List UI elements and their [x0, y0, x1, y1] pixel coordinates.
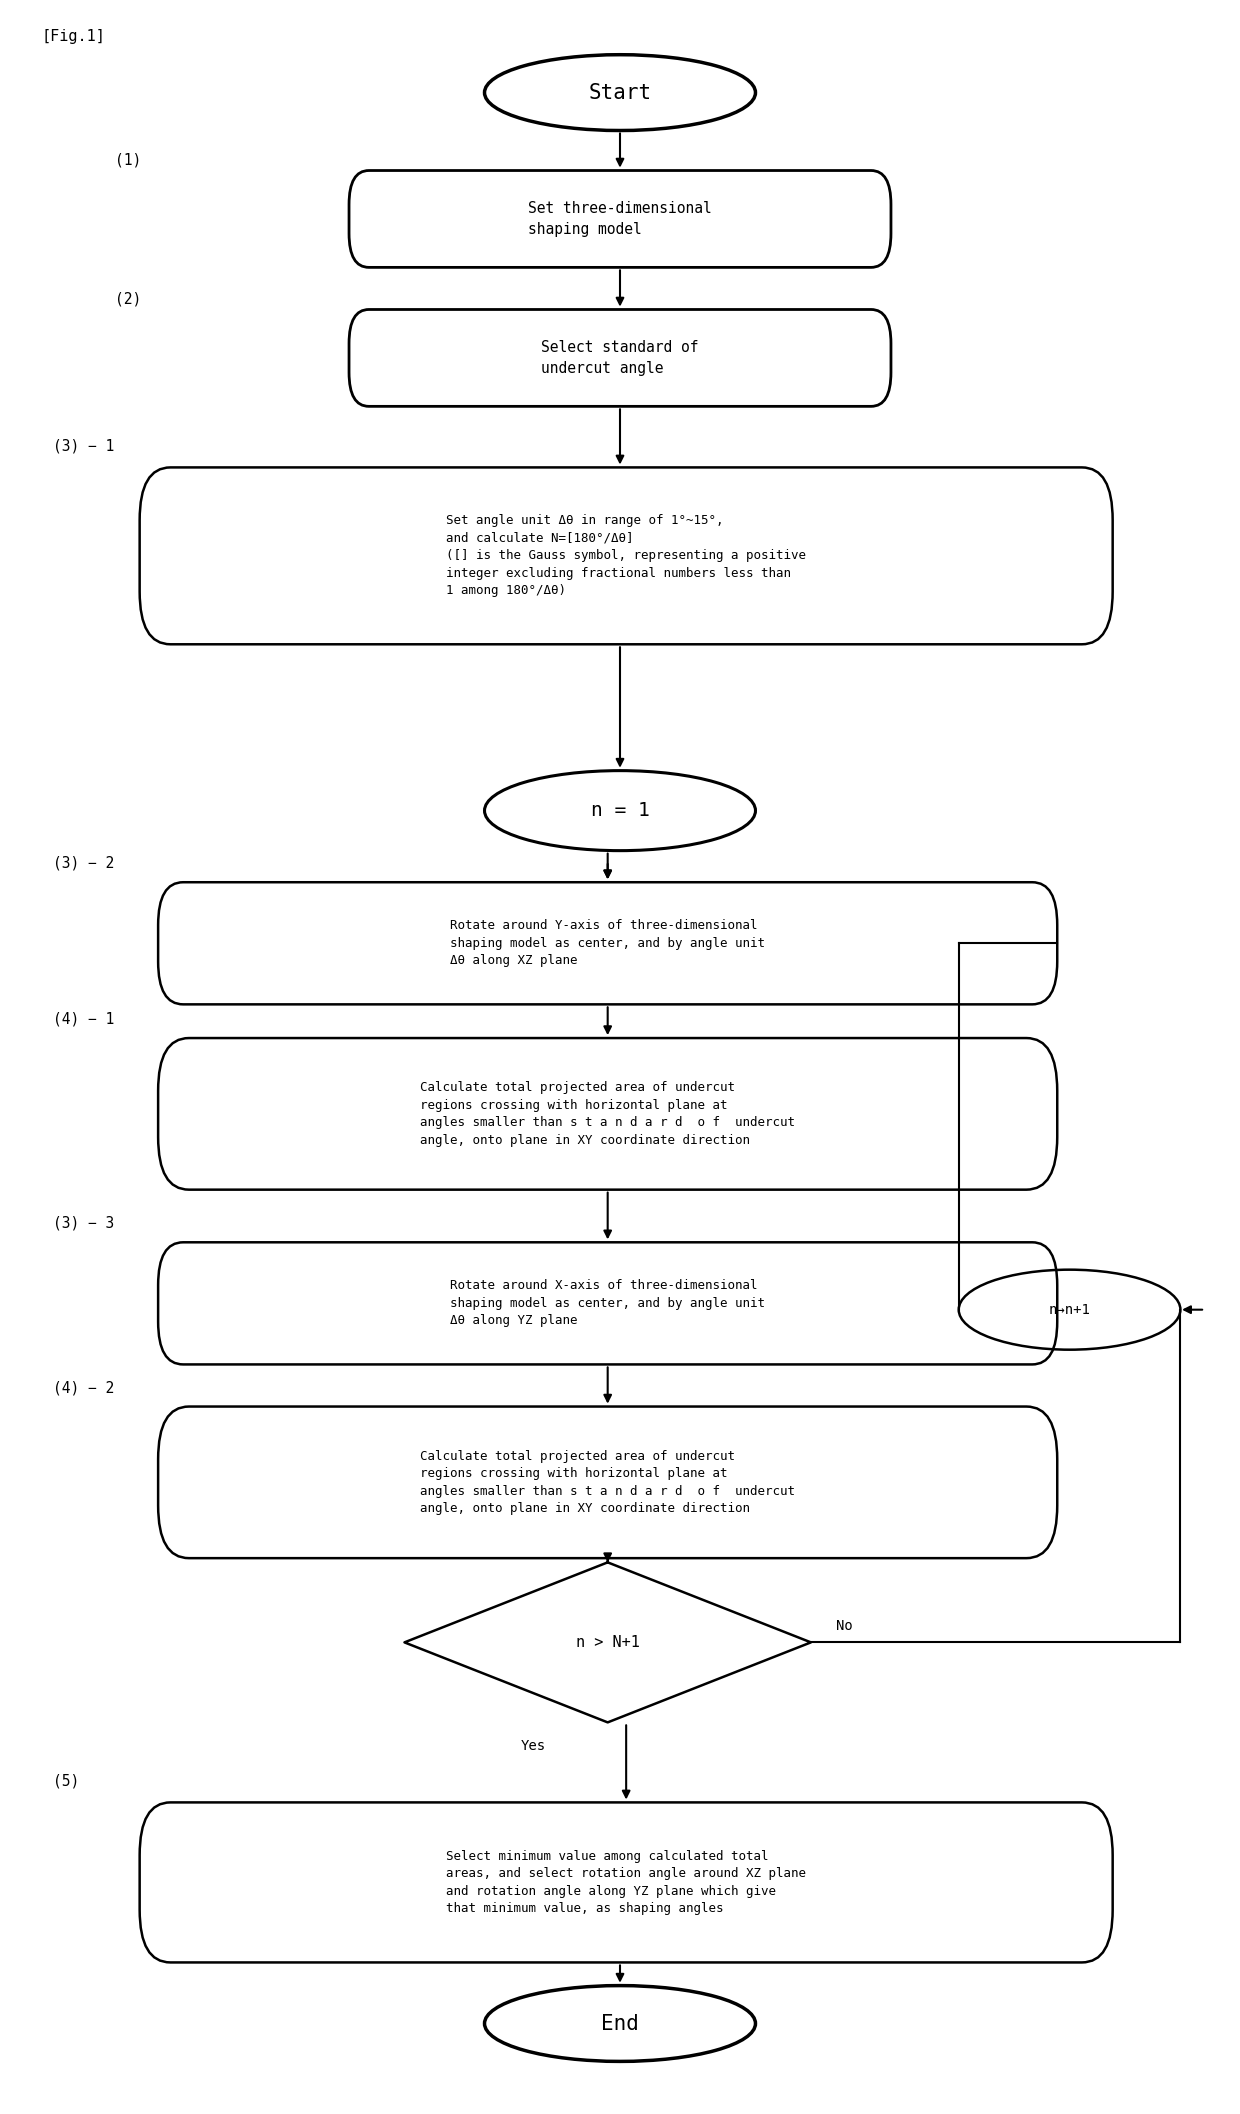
Text: n→n+1: n→n+1: [1049, 1302, 1090, 1317]
Text: (1): (1): [115, 152, 141, 167]
Text: (3) − 3: (3) − 3: [53, 1216, 114, 1230]
Text: No: No: [836, 1619, 852, 1632]
Text: Yes: Yes: [521, 1740, 547, 1753]
Text: (2): (2): [115, 292, 141, 307]
Text: Select minimum value among calculated total
areas, and select rotation angle aro: Select minimum value among calculated to…: [446, 1850, 806, 1915]
Text: (5): (5): [53, 1774, 79, 1788]
Text: Set three-dimensional
shaping model: Set three-dimensional shaping model: [528, 201, 712, 237]
Text: (3) − 1: (3) − 1: [53, 440, 114, 455]
Text: Rotate around Y-axis of three-dimensional
shaping model as center, and by angle : Rotate around Y-axis of three-dimensiona…: [450, 920, 765, 968]
Text: [Fig.1]: [Fig.1]: [41, 30, 105, 44]
Text: Calculate total projected area of undercut
regions crossing with horizontal plan: Calculate total projected area of underc…: [420, 1080, 795, 1146]
Text: n > N+1: n > N+1: [575, 1634, 640, 1649]
Text: Select standard of
undercut angle: Select standard of undercut angle: [541, 340, 699, 376]
Text: Start: Start: [589, 82, 651, 104]
Text: End: End: [601, 2013, 639, 2034]
Text: Rotate around X-axis of three-dimensional
shaping model as center, and by angle : Rotate around X-axis of three-dimensiona…: [450, 1279, 765, 1328]
Text: (4) − 2: (4) − 2: [53, 1380, 114, 1395]
Text: Set angle unit Δθ in range of 1°~15°,
and calculate N=[180°/Δθ]
([] is the Gauss: Set angle unit Δθ in range of 1°~15°, an…: [446, 514, 806, 598]
Text: Calculate total projected area of undercut
regions crossing with horizontal plan: Calculate total projected area of underc…: [420, 1450, 795, 1516]
Text: (3) − 2: (3) − 2: [53, 856, 114, 871]
Text: (4) − 1: (4) − 1: [53, 1013, 114, 1027]
Text: n = 1: n = 1: [590, 801, 650, 820]
